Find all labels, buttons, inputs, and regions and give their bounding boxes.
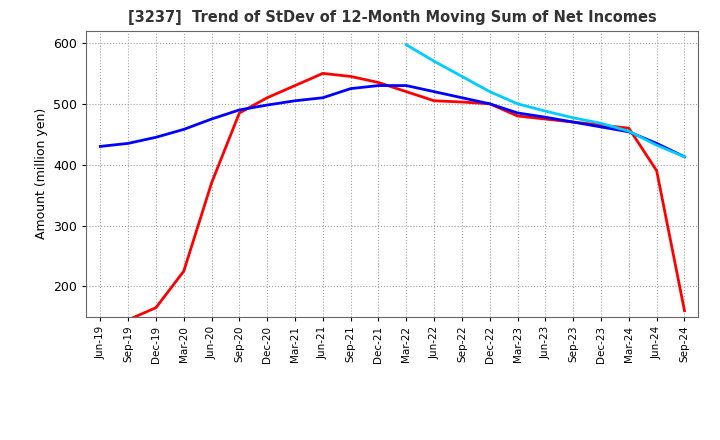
7 Years xyxy=(652,143,661,148)
7 Years xyxy=(541,109,550,114)
3 Years xyxy=(374,80,383,85)
3 Years xyxy=(569,119,577,125)
5 Years xyxy=(318,95,327,100)
7 Years xyxy=(402,42,410,48)
7 Years xyxy=(624,128,633,134)
5 Years xyxy=(291,98,300,103)
5 Years xyxy=(402,83,410,88)
5 Years xyxy=(458,95,467,100)
3 Years xyxy=(624,125,633,131)
3 Years xyxy=(513,114,522,119)
5 Years xyxy=(179,127,188,132)
3 Years xyxy=(179,268,188,274)
7 Years xyxy=(485,89,494,94)
5 Years xyxy=(96,144,104,149)
5 Years xyxy=(263,103,271,108)
3 Years xyxy=(291,83,300,88)
5 Years xyxy=(513,110,522,116)
3 Years xyxy=(485,101,494,106)
5 Years xyxy=(207,117,216,122)
5 Years xyxy=(152,135,161,140)
5 Years xyxy=(430,89,438,94)
5 Years xyxy=(485,101,494,106)
3 Years xyxy=(346,74,355,79)
5 Years xyxy=(235,107,243,113)
7 Years xyxy=(458,74,467,79)
3 Years xyxy=(152,305,161,310)
3 Years xyxy=(402,89,410,94)
7 Years xyxy=(513,101,522,106)
Line: 7 Years: 7 Years xyxy=(406,45,685,157)
5 Years xyxy=(624,129,633,135)
5 Years xyxy=(346,86,355,91)
3 Years xyxy=(652,168,661,173)
3 Years xyxy=(96,320,104,326)
Line: 5 Years: 5 Years xyxy=(100,85,685,157)
3 Years xyxy=(680,308,689,313)
5 Years xyxy=(124,141,132,146)
Line: 3 Years: 3 Years xyxy=(100,73,685,323)
7 Years xyxy=(597,121,606,126)
5 Years xyxy=(569,119,577,125)
3 Years xyxy=(263,95,271,100)
Title: [3237]  Trend of StDev of 12-Month Moving Sum of Net Incomes: [3237] Trend of StDev of 12-Month Moving… xyxy=(128,11,657,26)
5 Years xyxy=(374,83,383,88)
5 Years xyxy=(652,141,661,146)
3 Years xyxy=(458,99,467,105)
7 Years xyxy=(569,115,577,121)
5 Years xyxy=(597,125,606,130)
3 Years xyxy=(597,122,606,128)
5 Years xyxy=(680,154,689,159)
3 Years xyxy=(207,180,216,186)
5 Years xyxy=(541,114,550,120)
7 Years xyxy=(680,154,689,159)
3 Years xyxy=(541,117,550,122)
7 Years xyxy=(430,59,438,64)
Y-axis label: Amount (million yen): Amount (million yen) xyxy=(35,108,48,239)
3 Years xyxy=(235,110,243,116)
3 Years xyxy=(430,98,438,103)
3 Years xyxy=(318,71,327,76)
3 Years xyxy=(124,317,132,323)
